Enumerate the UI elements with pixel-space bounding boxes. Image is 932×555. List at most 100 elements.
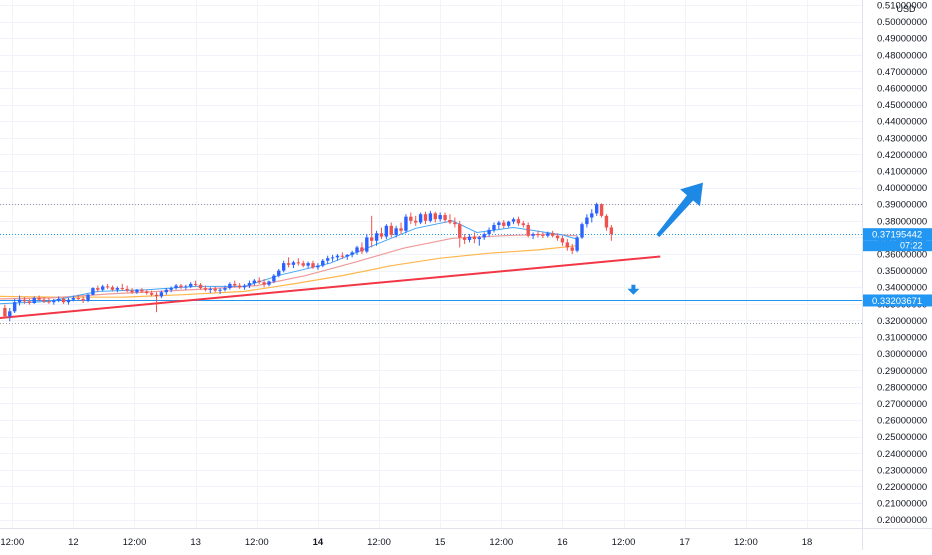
countdown-label: 07:22: [900, 241, 923, 251]
candle-body: [497, 222, 501, 225]
candle-body: [110, 287, 115, 290]
candle-up: [242, 283, 247, 290]
price-ticks: 0.20000000 0.21000000 0.22000000 0.23000000…: [877, 0, 927, 526]
candle-down: [472, 232, 477, 244]
time-tick-label: 12:00: [489, 537, 513, 548]
candle-body: [8, 311, 12, 317]
price-tick-label: 0.51000000: [877, 0, 927, 11]
price-tick-label: 0.34000000: [877, 283, 927, 294]
candle-up: [184, 284, 188, 290]
candle-up: [487, 227, 491, 237]
candle-up: [594, 202, 599, 216]
price-tick-label: 0.47000000: [877, 67, 927, 78]
candle-body: [511, 219, 516, 222]
candle-up: [32, 296, 36, 304]
price-tick-label: 0.22000000: [877, 482, 927, 493]
candle-up: [497, 220, 501, 230]
price-tick-label: 0.50000000: [877, 17, 927, 28]
candle-up: [467, 234, 472, 243]
candle-body: [3, 308, 7, 317]
candle-body: [213, 288, 217, 291]
candle-down: [453, 217, 457, 228]
candle-up: [8, 308, 12, 322]
price-tick-label: 0.32000000: [877, 316, 927, 327]
candle-down: [193, 280, 198, 287]
candle-down: [462, 234, 467, 245]
time-axis[interactable]: 12:00 12 12:00 13 12:00 14 12:00 15 12:00 16 12:00…: [0, 528, 932, 549]
candle-body: [135, 289, 139, 293]
candle-up: [404, 214, 408, 234]
candle-down: [565, 239, 570, 251]
price-tick-label: 0.48000000: [877, 50, 927, 61]
candle-body: [482, 234, 486, 238]
candle-up: [580, 222, 584, 240]
trendline[interactable]: [0, 255, 661, 319]
down-arrow-icon[interactable]: [627, 284, 640, 295]
candle-down: [203, 285, 208, 292]
candle-down: [433, 211, 437, 223]
candle-body: [208, 288, 213, 290]
time-tick-label: 13: [190, 537, 201, 548]
candle-up: [189, 282, 193, 289]
candle-body: [389, 225, 393, 235]
candle-body: [228, 283, 232, 289]
candle-body: [149, 293, 154, 295]
price-tick-label: 0.29000000: [877, 366, 927, 377]
price-axis[interactable]: 0.20000000 0.21000000 0.22000000 0.23000000…: [862, 0, 932, 550]
time-tick-label: 12: [68, 537, 79, 548]
candle-up: [228, 282, 232, 290]
candle-body: [550, 233, 555, 236]
candle-body: [316, 265, 320, 268]
candle-down: [81, 296, 85, 304]
time-ticks: 12:00 12 12:00 13 12:00 14 12:00 15 12:00 16 12:00…: [0, 537, 812, 548]
candle-down: [379, 227, 384, 240]
candle-body: [311, 263, 315, 268]
candle-body: [257, 280, 261, 283]
currency-label: USD: [896, 4, 916, 14]
up-arrow-icon[interactable]: [656, 182, 703, 238]
time-tick-label: 15: [435, 537, 446, 548]
candle-up: [345, 254, 349, 260]
candle-body: [71, 298, 76, 300]
candle-down: [369, 215, 374, 248]
candle-down: [105, 283, 110, 289]
price-tick-label: 0.20000000: [877, 515, 927, 526]
ema-fast-line: [0, 220, 578, 305]
candle-body: [174, 285, 178, 289]
candle-body: [277, 270, 281, 276]
candle-body: [404, 216, 408, 231]
price-tick-label: 0.24000000: [877, 449, 927, 460]
trendline-group[interactable]: [0, 255, 661, 319]
candle-up: [91, 287, 95, 296]
candle-body: [325, 258, 330, 261]
candle-down: [120, 283, 124, 291]
candle-body: [321, 260, 325, 266]
candle-down: [360, 242, 364, 255]
candle-down: [237, 283, 242, 289]
last-price-label: 0.37195442: [872, 230, 922, 241]
candle-down: [149, 290, 154, 297]
candle-body: [37, 298, 41, 300]
candle-body: [580, 224, 584, 238]
candle-up: [590, 209, 594, 223]
candle-down: [37, 295, 41, 302]
candle-body: [105, 286, 110, 288]
candle-down: [130, 288, 134, 294]
price-tick-label: 0.40000000: [877, 183, 927, 194]
candle-body: [296, 262, 301, 264]
candle-body: [453, 222, 457, 225]
candle-body: [340, 255, 345, 257]
candle-down: [233, 280, 237, 288]
candle-up: [511, 217, 516, 225]
candle-down: [399, 222, 403, 235]
candle-body: [374, 233, 379, 241]
projection-arrows[interactable]: [627, 182, 703, 295]
candle-down: [409, 212, 413, 225]
candle-up: [101, 284, 105, 292]
candle-up: [208, 287, 213, 294]
candle-body: [52, 300, 56, 303]
candle-up: [218, 288, 222, 294]
price-levels: [0, 204, 862, 324]
